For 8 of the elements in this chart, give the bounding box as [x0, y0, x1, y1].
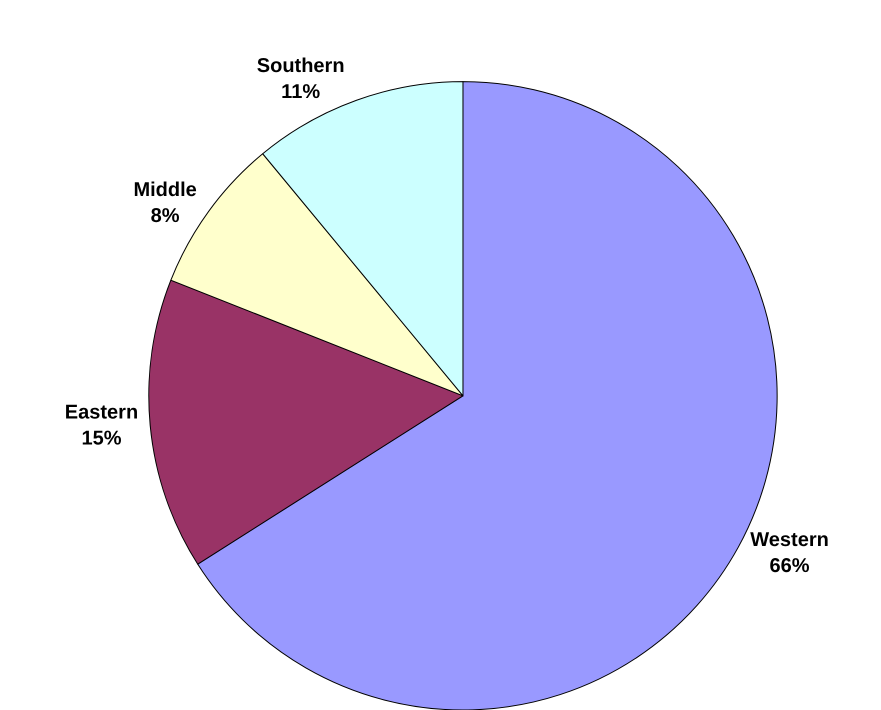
data-label: 8% — [150, 204, 180, 227]
data-label: 11% — [281, 80, 320, 103]
data-label: 66% — [770, 554, 810, 577]
slice-label: Eastern — [64, 402, 138, 424]
data-label: 15% — [81, 428, 122, 450]
slice-label: Middle — [133, 178, 197, 201]
slice-label: Southern — [256, 54, 345, 77]
slice-label: Western — [750, 528, 829, 551]
